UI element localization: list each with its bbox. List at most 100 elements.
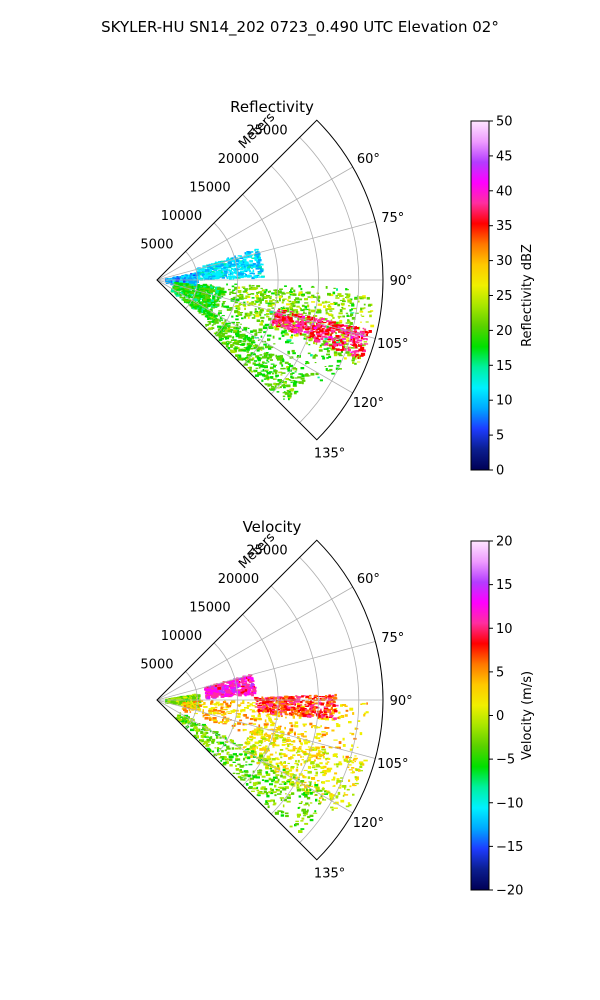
echo-pixel [280, 712, 283, 716]
echo-pixel [246, 351, 250, 353]
echo-pixel [263, 293, 267, 295]
echo-pixel [266, 371, 271, 373]
echo-pixel [223, 685, 228, 688]
echo-pixel [190, 694, 195, 697]
echo-pixel [283, 771, 287, 773]
echo-pixel [249, 260, 253, 263]
echo-pixel [339, 299, 345, 301]
echo-pixel [269, 376, 273, 379]
echo-pixel [241, 295, 244, 299]
echo-pixel [214, 703, 218, 706]
echo-pixel [295, 752, 298, 754]
echo-pixel [299, 784, 302, 787]
echo-pixel [257, 734, 259, 736]
echo-pixel [183, 697, 188, 699]
echo-pixel [304, 741, 308, 745]
echo-pixel [219, 320, 221, 323]
echo-pixel [295, 707, 299, 710]
echo-pixel [328, 767, 333, 770]
echo-pixel [208, 711, 212, 715]
echo-pixel [289, 701, 293, 704]
echo-pixel [251, 335, 255, 339]
echo-pixel [305, 362, 310, 364]
echo-pixel [305, 328, 309, 331]
echo-pixel [329, 321, 333, 324]
echo-pixel [352, 758, 355, 761]
echo-pixel [254, 308, 257, 311]
echo-pixel [305, 321, 310, 323]
echo-pixel [327, 292, 331, 296]
echo-pixel [256, 349, 260, 352]
echo-pixel [276, 708, 281, 711]
echo-pixel [225, 719, 230, 722]
echo-pixel [313, 335, 316, 339]
echo-pixel [361, 331, 365, 334]
echo-pixel [288, 743, 292, 745]
echo-pixel [248, 367, 250, 369]
echo-pixel [231, 285, 235, 288]
echo-pixel [230, 686, 234, 689]
echo-pixel [215, 692, 220, 696]
echo-pixel [287, 363, 290, 365]
echo-pixel [201, 274, 205, 277]
echo-pixel [269, 359, 273, 361]
echo-pixel [274, 736, 279, 740]
echo-pixel [285, 325, 290, 328]
echo-pixel [237, 347, 240, 350]
echo-pixel [253, 254, 259, 257]
echo-pixel [220, 682, 225, 685]
echo-pixel [335, 795, 339, 799]
echo-pixel [257, 297, 262, 300]
echo-pixel [206, 284, 209, 287]
echo-pixel [254, 364, 258, 366]
echo-pixel [233, 339, 237, 341]
echo-pixel [258, 291, 263, 294]
echo-pixel [238, 261, 243, 265]
echo-pixel [196, 282, 199, 283]
echo-pixel [273, 704, 277, 706]
echo-pixel [242, 290, 248, 293]
echo-pixel [322, 357, 326, 360]
echo-pixel [255, 367, 259, 369]
echo-pixel [234, 340, 238, 343]
echo-pixel [194, 298, 199, 301]
echo-pixel [224, 326, 227, 330]
echo-pixel [265, 738, 270, 741]
echo-pixel [326, 767, 329, 770]
echo-pixel [202, 715, 205, 718]
echo-pixel [299, 701, 303, 704]
echo-pixel [287, 744, 290, 747]
echo-pixel [258, 740, 263, 743]
echo-pixel [215, 701, 220, 703]
echo-pixel [248, 680, 253, 683]
echo-pixel [296, 311, 300, 313]
echo-pixel [216, 712, 221, 715]
echo-pixel [284, 361, 289, 364]
echo-pixel [345, 805, 350, 808]
echo-pixel [336, 778, 340, 781]
echo-pixel [222, 693, 225, 695]
echo-pixel [347, 299, 352, 303]
echo-pixel [294, 762, 298, 765]
echo-pixel [301, 320, 304, 323]
echo-pixel [343, 758, 346, 761]
echo-pixel [232, 276, 238, 279]
echo-pixel [280, 735, 284, 738]
echo-pixel [189, 706, 193, 709]
echo-pixel [210, 305, 215, 309]
echo-pixel [255, 312, 259, 315]
echo-pixel [261, 701, 266, 704]
echo-pixel [236, 704, 242, 707]
echo-pixel [260, 364, 265, 368]
echo-pixel [330, 337, 334, 340]
echo-pixel [264, 383, 269, 385]
echo-pixel [268, 719, 272, 722]
echo-pixel [247, 251, 252, 254]
echo-pixel [285, 307, 289, 310]
echo-pixel [299, 307, 301, 310]
echo-pixel [334, 341, 340, 345]
echo-pixel [251, 276, 255, 280]
echo-pixel [293, 731, 296, 734]
echo-pixel [286, 706, 291, 708]
echo-pixel [217, 265, 221, 268]
